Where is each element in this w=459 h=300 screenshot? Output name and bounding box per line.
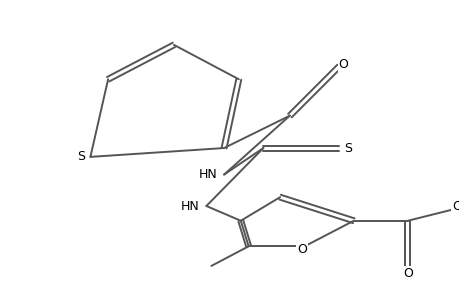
Text: S: S [344, 142, 352, 154]
Text: O: O [451, 200, 459, 213]
Text: S: S [77, 150, 85, 164]
Text: O: O [402, 267, 412, 280]
Text: O: O [297, 243, 307, 256]
Text: HN: HN [180, 200, 199, 212]
Text: O: O [338, 58, 348, 71]
Text: HN: HN [198, 168, 217, 181]
